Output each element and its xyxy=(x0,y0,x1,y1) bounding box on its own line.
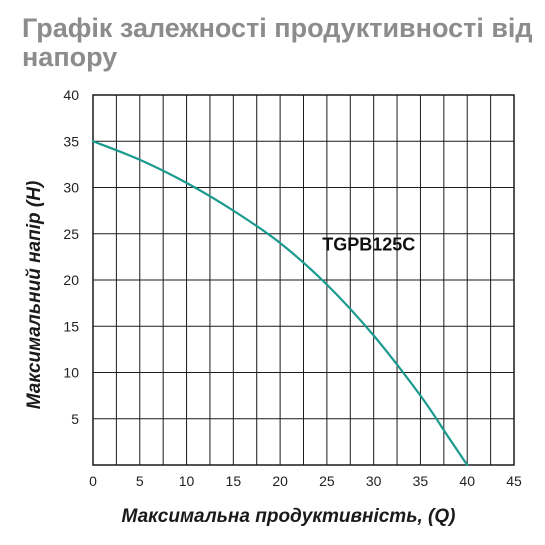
grid xyxy=(93,95,514,465)
y-tick-label: 25 xyxy=(63,226,79,242)
x-tick-label: 40 xyxy=(459,473,475,489)
y-axis-label: Максимальний напір (H) xyxy=(24,181,45,410)
x-tick-label: 20 xyxy=(272,473,288,489)
x-tick-label: 0 xyxy=(89,473,97,489)
x-tick-labels: 0 5 10 15 20 25 30 35 40 45 xyxy=(89,473,522,489)
x-tick-label: 35 xyxy=(413,473,429,489)
y-tick-labels: 5 10 15 20 25 30 35 40 xyxy=(63,87,79,427)
x-tick-label: 45 xyxy=(506,473,522,489)
x-axis-label: Максимальна продуктивність, (Q) xyxy=(122,506,456,527)
y-tick-label: 30 xyxy=(63,180,79,196)
series-line-tgpb125c xyxy=(91,140,469,467)
y-tick-label: 40 xyxy=(63,87,79,103)
x-tick-label: 30 xyxy=(366,473,382,489)
series-group: TGPB125C xyxy=(91,140,469,467)
chart-title-line-1: Графік залежності продуктивності від xyxy=(22,13,533,43)
chart-title-line-2: напору xyxy=(22,42,118,72)
y-tick-label: 10 xyxy=(63,365,79,381)
x-tick-label: 5 xyxy=(136,473,144,489)
y-tick-label: 35 xyxy=(63,133,79,149)
y-tick-label: 15 xyxy=(63,318,79,334)
plot-frame xyxy=(92,94,515,466)
series-label-tgpb125c: TGPB125C xyxy=(322,234,415,254)
chart-title: Графік залежності продуктивності від нап… xyxy=(22,14,537,72)
y-tick-label: 20 xyxy=(63,272,79,288)
y-tick-label: 5 xyxy=(71,411,79,427)
x-tick-label: 15 xyxy=(226,473,242,489)
x-tick-label: 25 xyxy=(319,473,335,489)
x-tick-label: 10 xyxy=(179,473,195,489)
